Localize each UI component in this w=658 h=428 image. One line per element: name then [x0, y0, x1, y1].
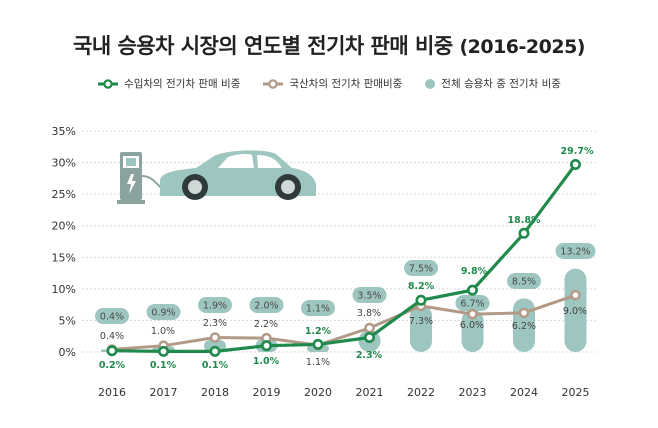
domestic-value-label: 6.2% [512, 321, 536, 332]
imported-point [260, 340, 272, 352]
x-tick-label: 2017 [150, 386, 178, 399]
ev-charger-icon [117, 152, 177, 204]
imported-point [363, 331, 375, 343]
x-tick-label: 2020 [304, 386, 332, 399]
domestic-value-label: 3.8% [357, 308, 381, 319]
x-tick-label: 2018 [201, 386, 229, 399]
total-share-label: 1.1% [306, 304, 330, 315]
imported-point [106, 345, 118, 357]
domestic-point [364, 322, 375, 334]
legend-item-domestic: 국산차의 전기차 판매비중 [262, 76, 402, 91]
y-tick-label: 5% [59, 314, 76, 327]
total-share-label: 7.5% [409, 264, 433, 275]
legend-swatch-total [425, 78, 436, 89]
domestic-point [467, 308, 478, 320]
total-share-badges: 0.4% 0.9% 1.9% 2.0% 1.1% 3.5% 7.5% 6.7% 8.5% 13.2… [95, 243, 596, 324]
total-share-label: 8.5% [512, 277, 536, 288]
imported-point [312, 338, 324, 350]
domestic-point [209, 332, 221, 343]
domestic-series-line [111, 293, 576, 351]
total-share-badge [404, 260, 438, 276]
domestic-value-label: 2.2% [254, 319, 278, 330]
imported-value-label: 2.3% [356, 350, 383, 361]
x-tick-label: 2024 [510, 386, 538, 399]
domestic-value-label: 2.3% [203, 318, 227, 329]
total-share-label: 3.5% [357, 291, 381, 302]
total-share-label: 2.0% [254, 301, 278, 312]
imported-point [158, 345, 170, 357]
imported-value-label: 1.2% [305, 326, 332, 337]
domestic-value-label: 6.0% [460, 320, 484, 331]
total-share-bar [461, 309, 484, 352]
total-share-bar [410, 304, 432, 352]
series-lines [106, 158, 581, 357]
total-share-badge [555, 243, 596, 259]
title-years: (2016-2025) [459, 36, 585, 58]
y-tick-label: 10% [52, 283, 76, 296]
imported-point [209, 345, 221, 357]
imported-value-label: 29.7% [561, 146, 594, 157]
imported-value-label: 0.1% [202, 360, 229, 371]
x-tick-label: 2021 [356, 386, 384, 399]
legend-label-imported: 수입차의 전기차 판매 비중 [124, 78, 241, 90]
imported-series-line [111, 163, 577, 353]
total-share-badge [455, 295, 490, 311]
domestic-value-label: 7.3% [409, 316, 433, 327]
x-tick-label: 2022 [407, 386, 435, 399]
imported-value-label: 9.8% [461, 266, 488, 277]
legend-item-imported: 수입차의 전기차 판매 비중 [97, 76, 240, 91]
total-share-badge [352, 287, 387, 303]
total-share-label: 6.7% [460, 299, 484, 310]
x-tick-label: 2025 [562, 386, 590, 399]
legend-swatch-domestic [263, 78, 284, 89]
x-tick-label: 2019 [253, 386, 281, 399]
total-share-bar [564, 268, 587, 352]
y-tick-label: 35% [52, 125, 76, 138]
legend-item-total: 전체 승용차 중 전기차 비중 [424, 76, 561, 91]
total-share-label: 1.9% [203, 301, 227, 312]
domestic-point [570, 289, 581, 301]
y-tick-label: 30% [52, 157, 76, 170]
imported-value-label: 0.1% [150, 360, 177, 371]
imported-value-label: 8.2% [408, 281, 435, 292]
imported-point [518, 227, 530, 239]
total-share-badge [95, 308, 129, 324]
domestic-value-label: 9.0% [563, 306, 587, 317]
domestic-value-label: 1.1% [306, 357, 330, 368]
imported-value-label: 1.0% [253, 356, 280, 367]
total-share-badge [301, 300, 335, 316]
data-labels: 0.4% 1.0% 2.3% 2.2% 1.1% 3.8% 7.3% 6.0% 6.2% 9.0%… [99, 146, 594, 371]
total-share-label: 0.9% [151, 308, 175, 319]
y-tick-label: 20% [52, 220, 76, 233]
legend-label-domestic: 국산차의 전기차 판매비중 [289, 78, 403, 90]
x-tick-label: 2016 [98, 386, 126, 399]
imported-point [415, 294, 427, 306]
domestic-value-label: 0.4% [100, 331, 124, 342]
y-tick-label: 15% [52, 251, 76, 264]
illustration [117, 150, 316, 204]
total-share-badge [249, 297, 284, 313]
x-tick-label: 2023 [459, 386, 487, 399]
electric-car-icon [160, 150, 316, 200]
domestic-point [518, 307, 530, 319]
legend-swatch-imported [98, 78, 119, 89]
imported-point [466, 284, 478, 296]
total-share-label: 0.4% [100, 312, 124, 323]
total-share-badge [198, 297, 232, 313]
imported-value-label: 18.8% [508, 215, 541, 226]
legend: 수입차의 전기차 판매 비중 국산차의 전기차 판매비중 전체 승용차 중 전기… [0, 76, 658, 91]
total-share-badge [146, 304, 181, 320]
domestic-value-label: 1.0% [151, 326, 175, 337]
total-share-badge [507, 273, 541, 289]
imported-value-label: 0.2% [99, 360, 126, 371]
y-tick-label: 25% [52, 188, 76, 201]
imported-point [569, 158, 581, 170]
total-share-label: 13.2% [560, 247, 590, 258]
legend-label-total: 전체 승용차 중 전기차 비중 [441, 78, 561, 90]
y-tick-label: 0% [59, 346, 76, 359]
axes: 0% 5% 10% 15% 20% 25% 30% 35% 2016 2017 2018 2019 20… [52, 125, 590, 399]
chart-title: 국내 승용차 시장의 연도별 전기차 판매 비중 (2016-2025) [0, 30, 658, 60]
title-text: 국내 승용차 시장의 연도별 전기차 판매 비중 [73, 34, 453, 58]
